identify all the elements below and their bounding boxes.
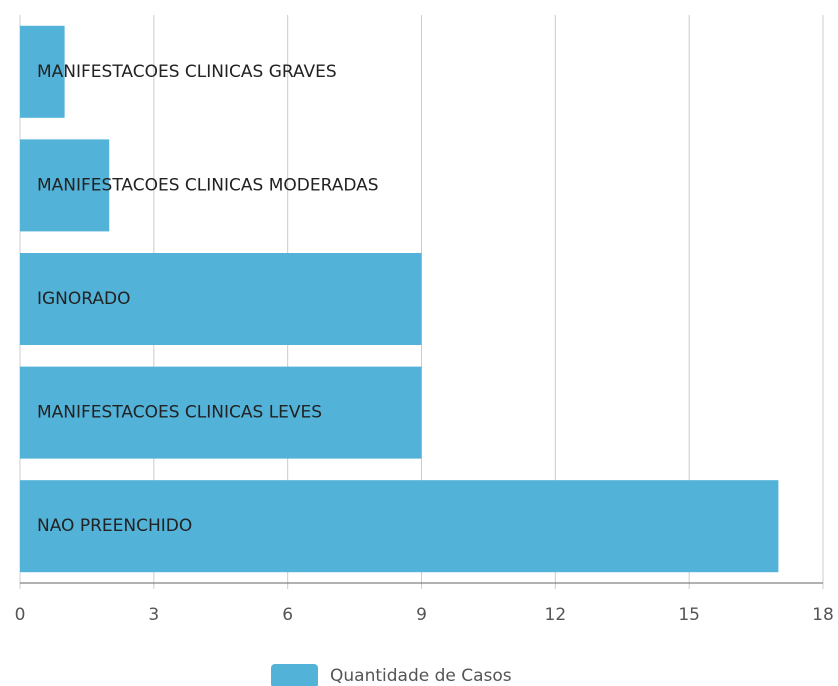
x-tick-label: 9 xyxy=(416,605,427,625)
category-label: MANIFESTACOES CLINICAS MODERADAS xyxy=(37,175,379,195)
bar xyxy=(20,139,110,232)
x-tick-label: 15 xyxy=(678,605,700,625)
x-tick-label: 12 xyxy=(545,605,567,625)
category-label: MANIFESTACOES CLINICAS LEVES xyxy=(37,403,322,423)
bar xyxy=(20,25,65,118)
bar xyxy=(20,480,779,573)
x-tick-label: 3 xyxy=(148,605,159,625)
bar xyxy=(20,252,422,346)
legend-label: Quantidade de Casos xyxy=(330,666,512,686)
category-label: NAO PREENCHIDO xyxy=(37,516,192,536)
x-tick-label: 6 xyxy=(282,605,293,625)
x-tick-label: 18 xyxy=(812,605,834,625)
category-label: IGNORADO xyxy=(37,289,131,309)
bar xyxy=(20,366,422,459)
x-tick-label: 0 xyxy=(15,605,26,625)
category-label: MANIFESTACOES CLINICAS GRAVES xyxy=(37,62,337,82)
legend-swatch xyxy=(271,664,318,686)
